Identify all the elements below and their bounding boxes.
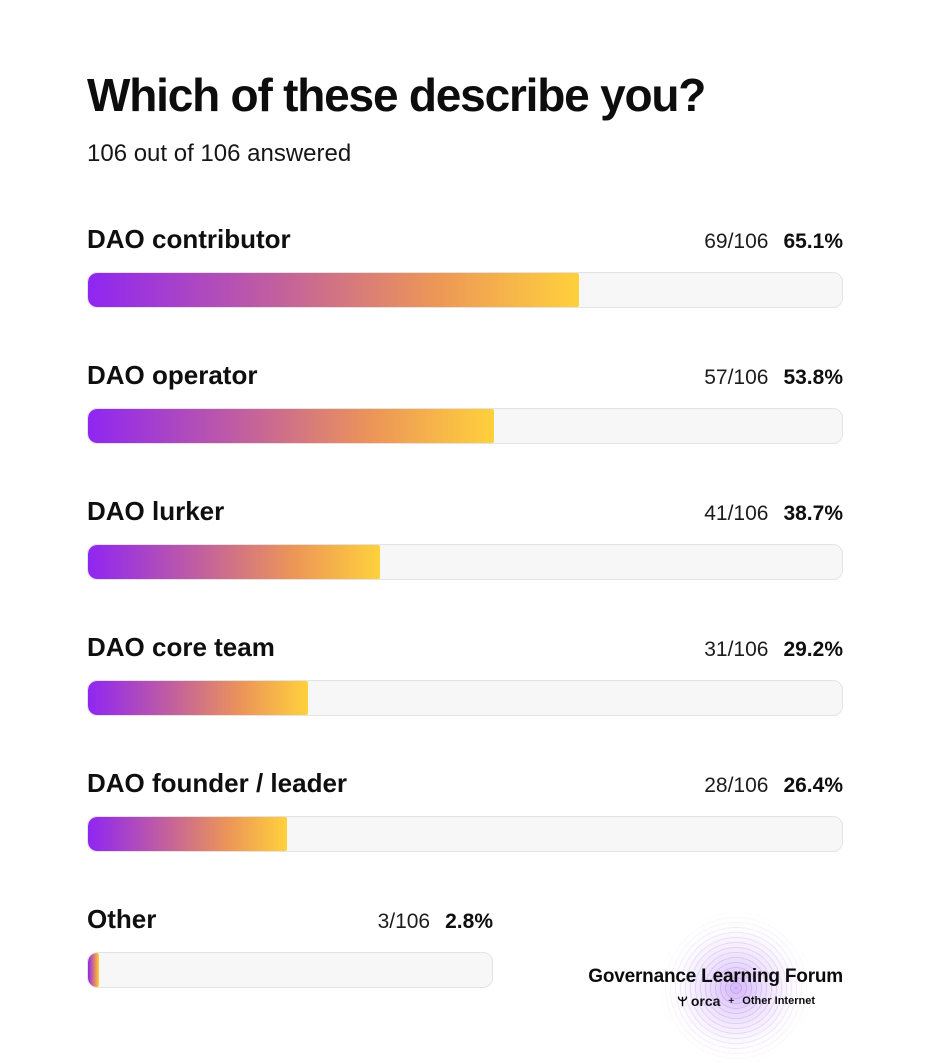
- bar-fill: [88, 408, 494, 443]
- row-header: DAO operator 57/106 53.8%: [87, 360, 843, 391]
- bar-track: [87, 271, 843, 308]
- row-label: DAO contributor: [87, 223, 291, 254]
- footer-brand: Governance Learning Forum orca + Other I…: [543, 966, 843, 1009]
- row-stats: 57/106 53.8%: [704, 366, 843, 390]
- answered-count: 106 out of 106 answered: [87, 139, 352, 167]
- row-percent: 2.8%: [445, 909, 493, 933]
- bar-track: [87, 815, 843, 852]
- brand-logos: orca + Other Internet: [543, 993, 843, 1009]
- result-row-dao-contributor: DAO contributor 69/106 65.1%: [87, 224, 843, 308]
- row-header: DAO founder / leader 28/106 26.4%: [87, 768, 843, 799]
- result-row-other: Other 3/106 2.8%: [87, 904, 493, 988]
- row-count: 28/106: [704, 773, 769, 797]
- brand-name: Governance Learning Forum: [588, 966, 843, 987]
- bar-track: [87, 951, 493, 988]
- row-percent: 38.7%: [783, 501, 843, 525]
- bar-fill: [88, 680, 309, 715]
- result-row-dao-core-team: DAO core team 31/106 29.2%: [87, 632, 843, 716]
- row-header: DAO core team 31/106 29.2%: [87, 632, 843, 663]
- row-label: DAO lurker: [87, 495, 225, 526]
- row-percent: 26.4%: [783, 773, 843, 797]
- row-header: DAO contributor 69/106 65.1%: [87, 224, 843, 255]
- row-stats: 28/106 26.4%: [704, 774, 843, 798]
- bar-track: [87, 407, 843, 444]
- row-stats: 69/106 65.1%: [704, 230, 843, 254]
- bar-fill: [88, 952, 100, 987]
- plus-separator: +: [728, 995, 735, 1007]
- bar-fill: [88, 816, 288, 851]
- row-count: 57/106: [704, 365, 769, 389]
- orca-logo: orca: [676, 993, 721, 1009]
- row-label: DAO founder / leader: [87, 767, 348, 798]
- row-label: DAO operator: [87, 359, 258, 390]
- survey-content: Which of these describe you? 106 out of …: [87, 69, 843, 988]
- result-row-dao-founder-leader: DAO founder / leader 28/106 26.4%: [87, 768, 843, 852]
- other-internet-label: Other Internet: [742, 995, 815, 1007]
- orca-logo-icon: [677, 995, 688, 1006]
- row-header: Other 3/106 2.8%: [87, 904, 493, 935]
- row-label: Other: [87, 903, 157, 934]
- row-percent: 29.2%: [783, 637, 843, 661]
- row-stats: 3/106 2.8%: [378, 910, 493, 934]
- row-header: DAO lurker 41/106 38.7%: [87, 496, 843, 527]
- row-count: 41/106: [704, 501, 769, 525]
- bar-fill: [88, 544, 380, 579]
- page-title: Which of these describe you?: [87, 69, 706, 121]
- row-count: 69/106: [704, 229, 769, 253]
- row-count: 3/106: [377, 909, 431, 933]
- row-stats: 41/106 38.7%: [704, 502, 843, 526]
- bar-fill: [88, 272, 579, 307]
- row-label: DAO core team: [87, 631, 275, 662]
- row-percent: 53.8%: [783, 365, 843, 389]
- row-count: 31/106: [704, 637, 769, 661]
- result-row-dao-operator: DAO operator 57/106 53.8%: [87, 360, 843, 444]
- row-stats: 31/106 29.2%: [704, 638, 843, 662]
- result-row-dao-lurker: DAO lurker 41/106 38.7%: [87, 496, 843, 580]
- bar-track: [87, 679, 843, 716]
- row-percent: 65.1%: [783, 229, 843, 253]
- bar-track: [87, 543, 843, 580]
- orca-label: orca: [690, 993, 721, 1009]
